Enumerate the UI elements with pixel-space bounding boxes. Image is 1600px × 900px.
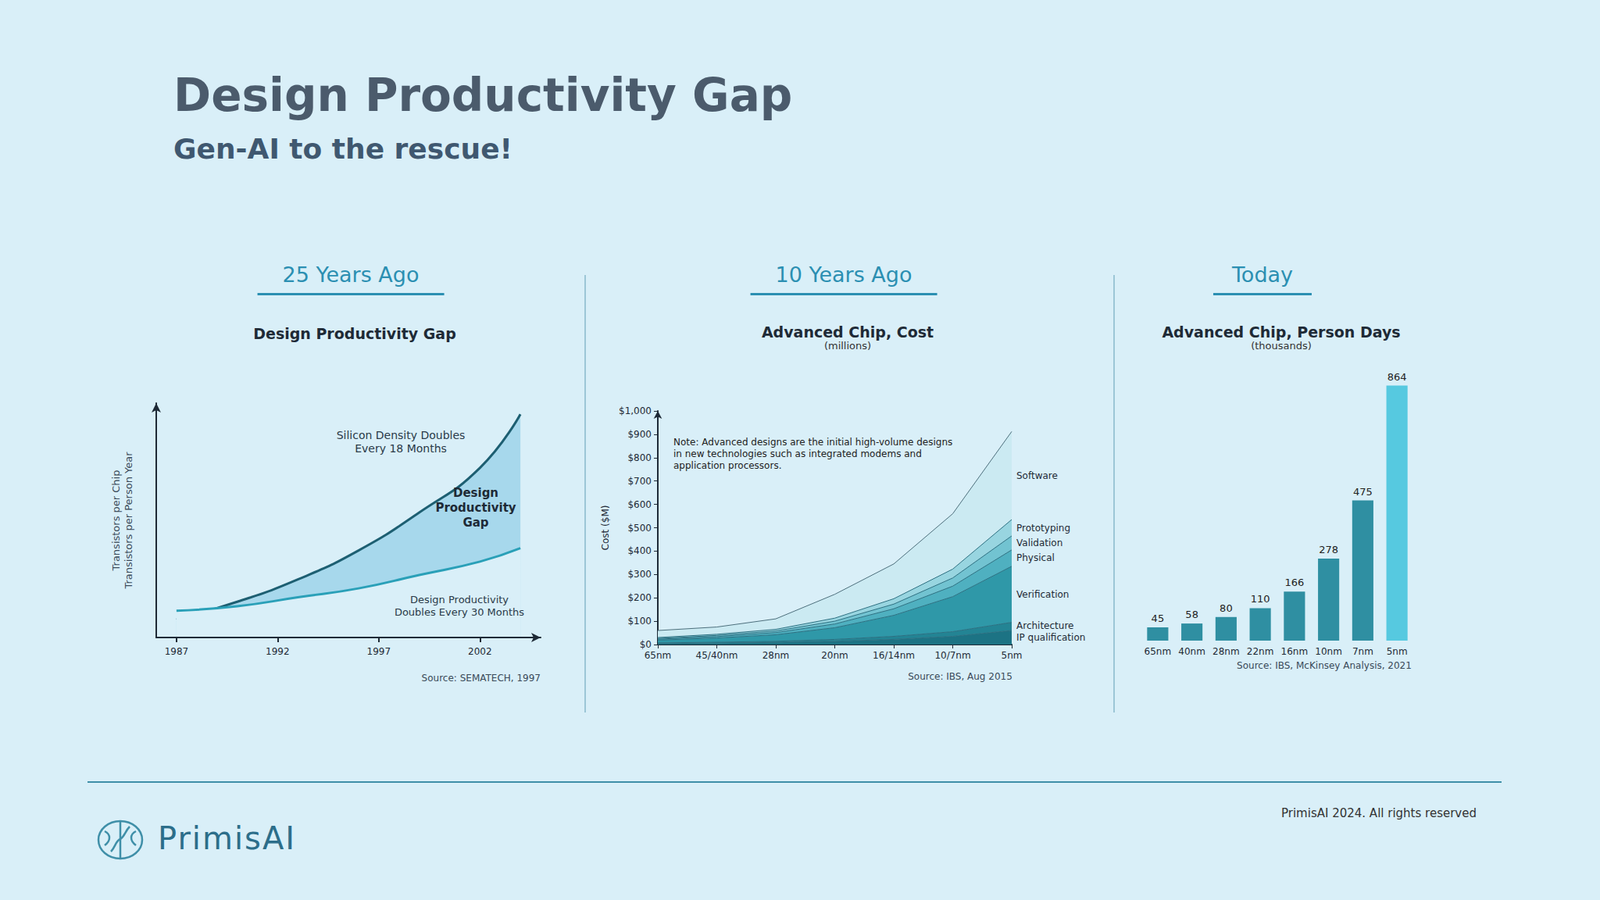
svg-text:Silicon Density Doubles: Silicon Density Doubles [336,428,466,442]
svg-text:Design Productivity: Design Productivity [410,593,509,606]
svg-text:110: 110 [1250,592,1271,605]
html-text:Gen-AI to the rescue!: Gen-AI to the rescue! [173,132,513,165]
svg-text:1997: 1997 [367,646,392,658]
svg-text:10nm: 10nm [1314,646,1343,658]
svg-text:Source: IBS, McKinsey Analysis: Source: IBS, McKinsey Analysis, 2021 [1236,660,1412,672]
svg-text:45/40nm: 45/40nm [696,650,739,661]
svg-text:28nm: 28nm [762,650,790,661]
html-text:PrimisAI: PrimisAI [157,820,297,857]
svg-text:278: 278 [1318,543,1339,556]
svg-text:$0: $0 [639,639,652,650]
svg-text:1987: 1987 [164,646,190,658]
svg-text:16/14nm: 16/14nm [872,650,915,661]
svg-text:$200: $200 [627,592,652,604]
html-text:10 Years Ago: 10 Years Ago [775,262,913,287]
svg-text:22nm: 22nm [1246,646,1275,658]
svg-text:Gap: Gap [462,515,489,530]
svg-text:$500: $500 [627,522,652,534]
svg-text:Design Productivity Gap: Design Productivity Gap [253,325,457,343]
svg-text:166: 166 [1284,576,1304,589]
svg-text:Source: IBS, Aug 2015: Source: IBS, Aug 2015 [907,671,1013,683]
svg-text:Design: Design [453,485,499,500]
svg-text:IP qualification: IP qualification [1016,632,1086,643]
svg-text:Architecture: Architecture [1016,620,1074,632]
svg-text:65nm: 65nm [644,650,672,661]
svg-text:58: 58 [1185,608,1199,621]
svg-text:40nm: 40nm [1178,646,1206,658]
svg-text:$700: $700 [627,475,652,487]
svg-text:$400: $400 [627,545,652,557]
svg-text:$800: $800 [627,452,652,464]
svg-text:$300: $300 [627,568,652,580]
svg-text:65nm: 65nm [1144,646,1172,658]
svg-text:45: 45 [1151,612,1165,625]
svg-text:2002: 2002 [467,646,493,658]
svg-text:application processors.: application processors. [673,460,782,472]
svg-text:Every 18 Months: Every 18 Months [354,442,447,455]
svg-text:1992: 1992 [265,646,290,658]
svg-text:Doubles Every 30 Months: Doubles Every 30 Months [394,606,525,618]
svg-text:(thousands): (thousands) [1250,339,1312,352]
svg-text:10/7nm: 10/7nm [934,650,971,661]
svg-text:Verification: Verification [1016,589,1069,600]
svg-text:Note: Advanced designs are the: Note: Advanced designs are the initial h… [673,436,953,448]
svg-text:7nm: 7nm [1352,646,1374,658]
svg-text:80: 80 [1219,602,1233,615]
svg-text:$900: $900 [627,428,652,440]
svg-text:$600: $600 [627,499,652,511]
svg-text:5nm: 5nm [1386,646,1408,658]
svg-text:Transistors per Person Year: Transistors per Person Year [122,451,135,590]
html-text:25 Years Ago: 25 Years Ago [282,262,420,287]
svg-text:Cost ($M): Cost ($M) [600,505,611,551]
svg-text:475: 475 [1353,485,1373,498]
svg-text:864: 864 [1387,371,1408,383]
svg-text:Source: SEMATECH, 1997: Source: SEMATECH, 1997 [421,672,541,684]
svg-text:5nm: 5nm [1001,650,1023,661]
svg-text:Advanced Chip, Cost: Advanced Chip, Cost [761,323,934,341]
svg-text:16nm: 16nm [1281,646,1309,658]
html-text:Design Productivity Gap: Design Productivity Gap [173,68,793,122]
svg-text:Validation: Validation [1016,537,1063,549]
svg-text:Productivity: Productivity [435,500,516,515]
svg-text:in new technologies such as in: in new technologies such as integrated m… [673,448,922,460]
svg-text:28nm: 28nm [1212,646,1240,658]
html-text:Today: Today [1232,262,1293,287]
svg-text:Transistors per Chip: Transistors per Chip [110,470,122,572]
svg-text:$100: $100 [627,615,652,627]
svg-text:Advanced Chip, Person Days: Advanced Chip, Person Days [1161,323,1400,341]
svg-text:(millions): (millions) [824,339,872,352]
svg-text:Software: Software [1016,470,1058,482]
svg-text:Physical: Physical [1016,552,1055,564]
svg-text:$1,000: $1,000 [618,405,652,417]
svg-text:Prototyping: Prototyping [1016,522,1071,534]
svg-text:20nm: 20nm [821,650,849,661]
html-text:PrimisAI 2024. All rights rese: PrimisAI 2024. All rights reserved [1281,806,1477,821]
